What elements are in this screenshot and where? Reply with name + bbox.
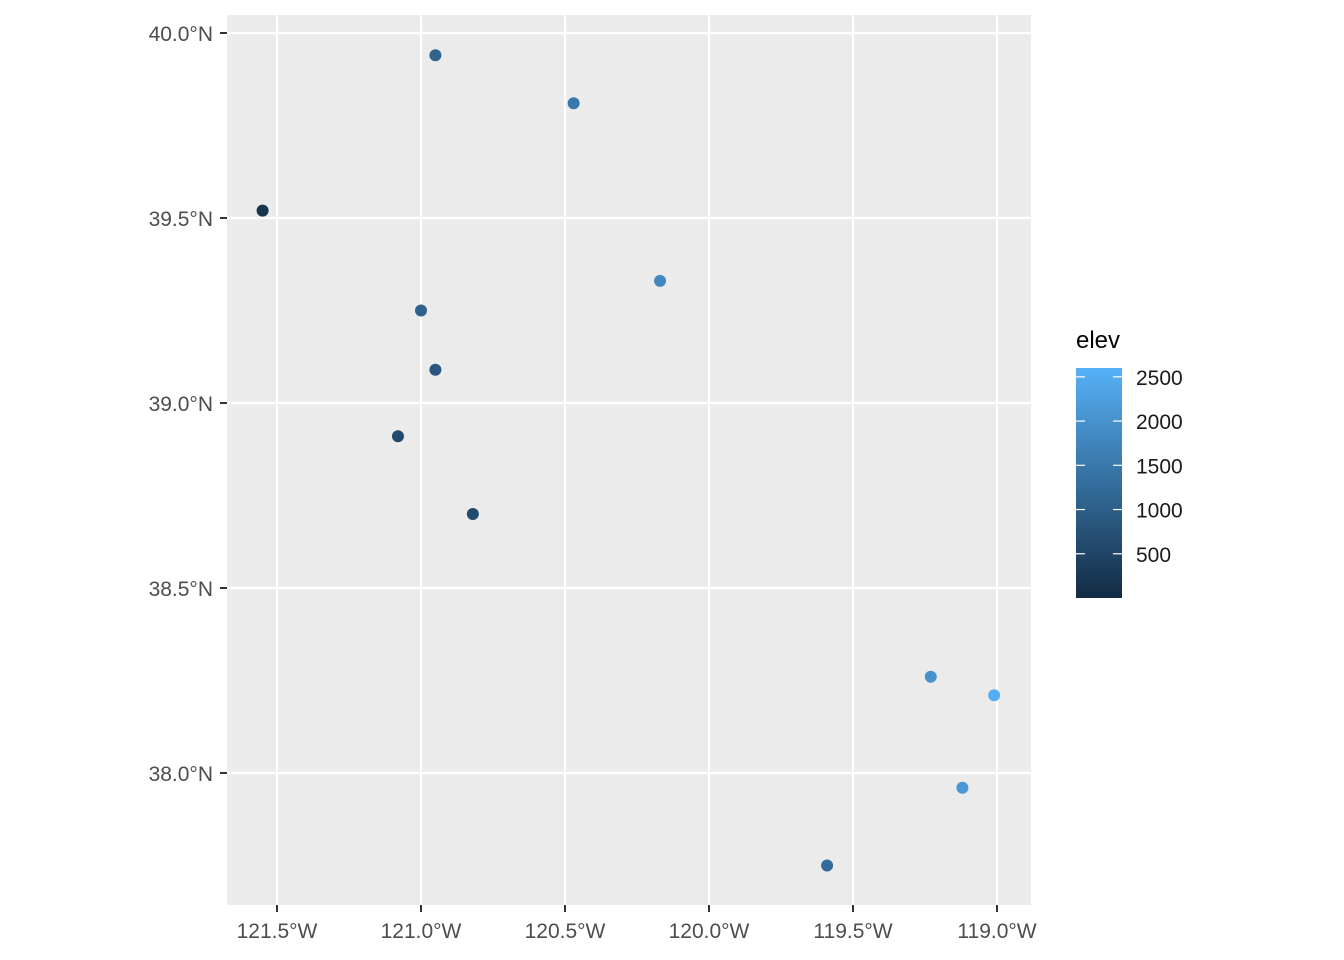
x-tick-label: 120.5°W (525, 920, 606, 943)
data-point (466, 508, 479, 520)
legend-label: 2000 (1136, 411, 1183, 434)
x-axis: 121.5°W 121.0°W 120.5°W 120.0°W 119.5°W 119.0… (237, 905, 1037, 943)
data-points (256, 49, 1001, 872)
x-tick-label: 119.5°W (813, 920, 892, 943)
y-tick-label: 38.0°N (149, 763, 213, 786)
data-point (429, 49, 442, 62)
x-tick-label: 119.0°W (957, 920, 1036, 943)
x-tick-label: 120.0°W (669, 920, 750, 943)
x-tick-label: 121.0°W (381, 920, 462, 943)
legend-title: elev (1076, 327, 1120, 354)
legend-label: 500 (1136, 544, 1171, 567)
y-tick-label: 38.5°N (149, 578, 213, 601)
legend-label: 1500 (1136, 455, 1183, 478)
x-tick-label: 121.5°W (237, 920, 318, 943)
data-point (988, 689, 1001, 702)
data-point (415, 304, 427, 317)
plot-panel (227, 15, 1031, 905)
data-point (821, 859, 834, 872)
data-point (567, 97, 580, 110)
legend-label: 1000 (1136, 500, 1183, 523)
data-point (391, 430, 404, 443)
data-point (429, 363, 442, 376)
y-tick-label: 39.0°N (149, 393, 213, 416)
y-tick-label: 40.0°N (149, 23, 213, 46)
data-point (654, 274, 667, 287)
data-point (256, 204, 269, 217)
data-point (924, 670, 937, 683)
colorbar (1076, 368, 1122, 598)
y-tick-label: 39.5°N (149, 208, 213, 231)
legend-ticks: 500 1000 1500 2000 2500 (1076, 367, 1183, 567)
grid-lines (227, 15, 1031, 905)
data-point (956, 781, 969, 794)
y-axis: 38.0°N 38.5°N 39.0°N 39.5°N 40.0°N (149, 23, 227, 786)
legend-label: 2500 (1136, 367, 1183, 390)
color-legend: elev 500 1000 1500 2000 2500 (1076, 327, 1183, 598)
